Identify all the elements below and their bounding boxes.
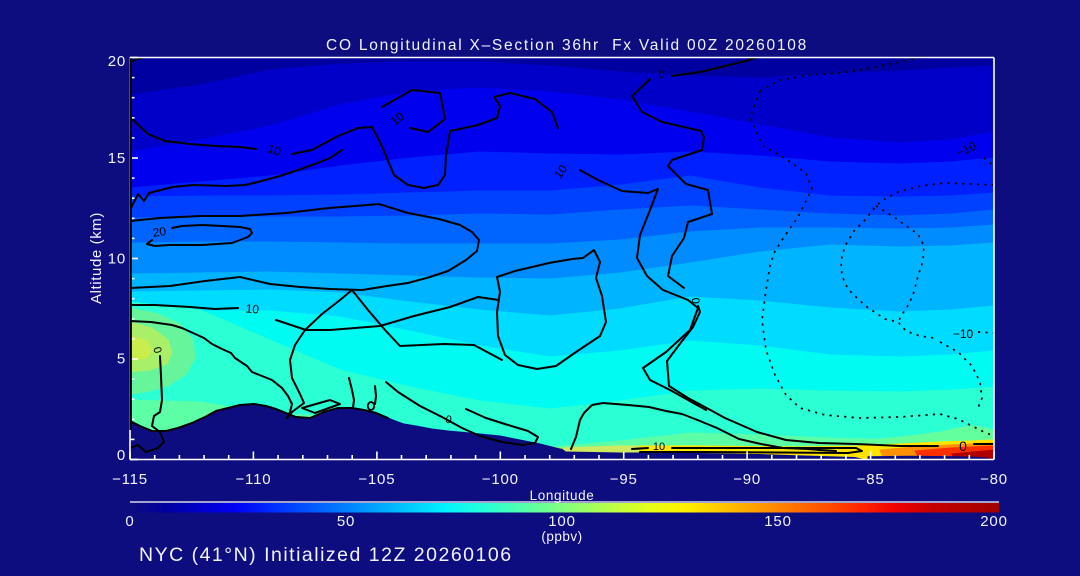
svg-text:(ppbv): (ppbv) — [541, 529, 582, 544]
svg-text:10: 10 — [108, 251, 126, 268]
svg-text:5: 5 — [117, 351, 126, 368]
svg-text:100: 100 — [548, 513, 575, 530]
svg-text:NYC (41°N) Initialized 12Z 202: NYC (41°N) Initialized 12Z 20260106 — [139, 544, 513, 566]
svg-text:50: 50 — [337, 513, 355, 530]
svg-text:−110: −110 — [235, 471, 271, 488]
svg-text:−10: −10 — [953, 327, 974, 341]
svg-text:−90: −90 — [733, 471, 761, 488]
svg-text:20: 20 — [108, 53, 126, 70]
svg-text:200: 200 — [980, 513, 1007, 530]
svg-text:−85: −85 — [857, 471, 885, 488]
svg-text:0: 0 — [444, 414, 452, 427]
svg-text:10: 10 — [653, 441, 665, 453]
svg-text:Altitude (km): Altitude (km) — [88, 212, 105, 304]
svg-text:10: 10 — [245, 301, 260, 316]
svg-text:0: 0 — [959, 438, 967, 454]
svg-text:−100: −100 — [482, 471, 519, 488]
svg-text:10: 10 — [266, 141, 283, 159]
svg-text:−105: −105 — [358, 471, 395, 488]
svg-text:20: 20 — [152, 224, 167, 240]
svg-text:0: 0 — [117, 447, 126, 464]
svg-text:0: 0 — [689, 297, 701, 304]
svg-text:0: 0 — [125, 513, 134, 530]
svg-text:15: 15 — [108, 150, 126, 167]
svg-text:−95: −95 — [610, 471, 638, 488]
svg-text:0: 0 — [150, 346, 163, 355]
svg-text:−80: −80 — [980, 471, 1008, 488]
svg-text:150: 150 — [764, 513, 791, 530]
svg-text:0: 0 — [658, 69, 666, 82]
svg-text:Longitude: Longitude — [530, 488, 595, 503]
svg-text:−115: −115 — [112, 471, 148, 488]
svg-text:CO Longitudinal X–Section 36hr: CO Longitudinal X–Section 36hr Fx Valid … — [326, 37, 808, 54]
